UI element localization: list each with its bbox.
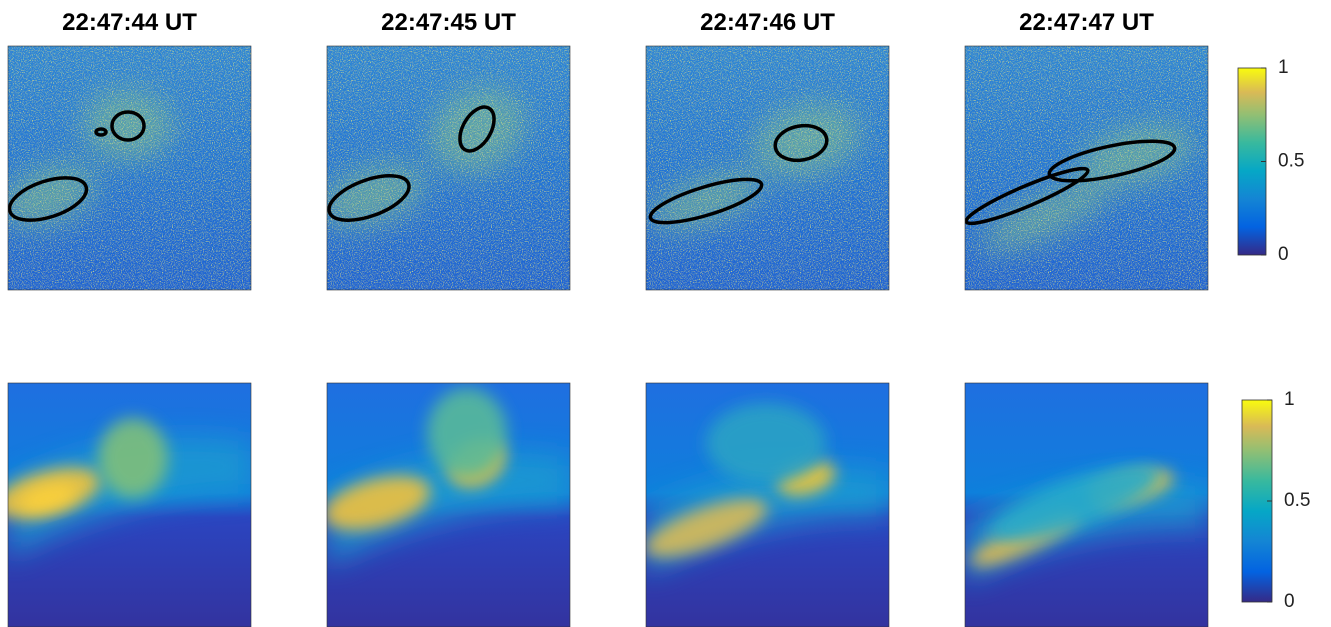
panel-title: 22:47:46 UT (700, 9, 835, 36)
colorbar-tick-label: 0.5 (1284, 490, 1310, 511)
model-image (0, 383, 251, 627)
panel-title: 22:47:45 UT (381, 9, 516, 36)
observed-image (962, 46, 1208, 290)
colorbar-tick-label: 0 (1278, 244, 1289, 265)
observed-image (311, 46, 570, 290)
observed-image (0, 46, 251, 290)
colorbar-tick-label: 1 (1284, 389, 1295, 410)
glow (98, 418, 168, 498)
colorbar-tick-label: 1 (1278, 57, 1289, 78)
panel-title: 22:47:44 UT (62, 9, 197, 36)
noise-dark (8, 46, 251, 290)
glow (706, 403, 826, 483)
noise-dark (646, 46, 889, 290)
observed-image (642, 46, 889, 290)
model-image (965, 383, 1208, 627)
glow (427, 388, 507, 478)
figure: 22:47:44 UT 22:47:45 UT 22:47:46 UT 22:47:4… (0, 0, 1331, 627)
model-image (318, 383, 570, 627)
colorbar-tick-label: 0 (1284, 591, 1295, 612)
colorbar-tick-label: 0.5 (1278, 151, 1304, 172)
panel-title: 22:47:47 UT (1019, 9, 1154, 36)
model-image (638, 383, 889, 627)
noise-dark (327, 46, 570, 290)
